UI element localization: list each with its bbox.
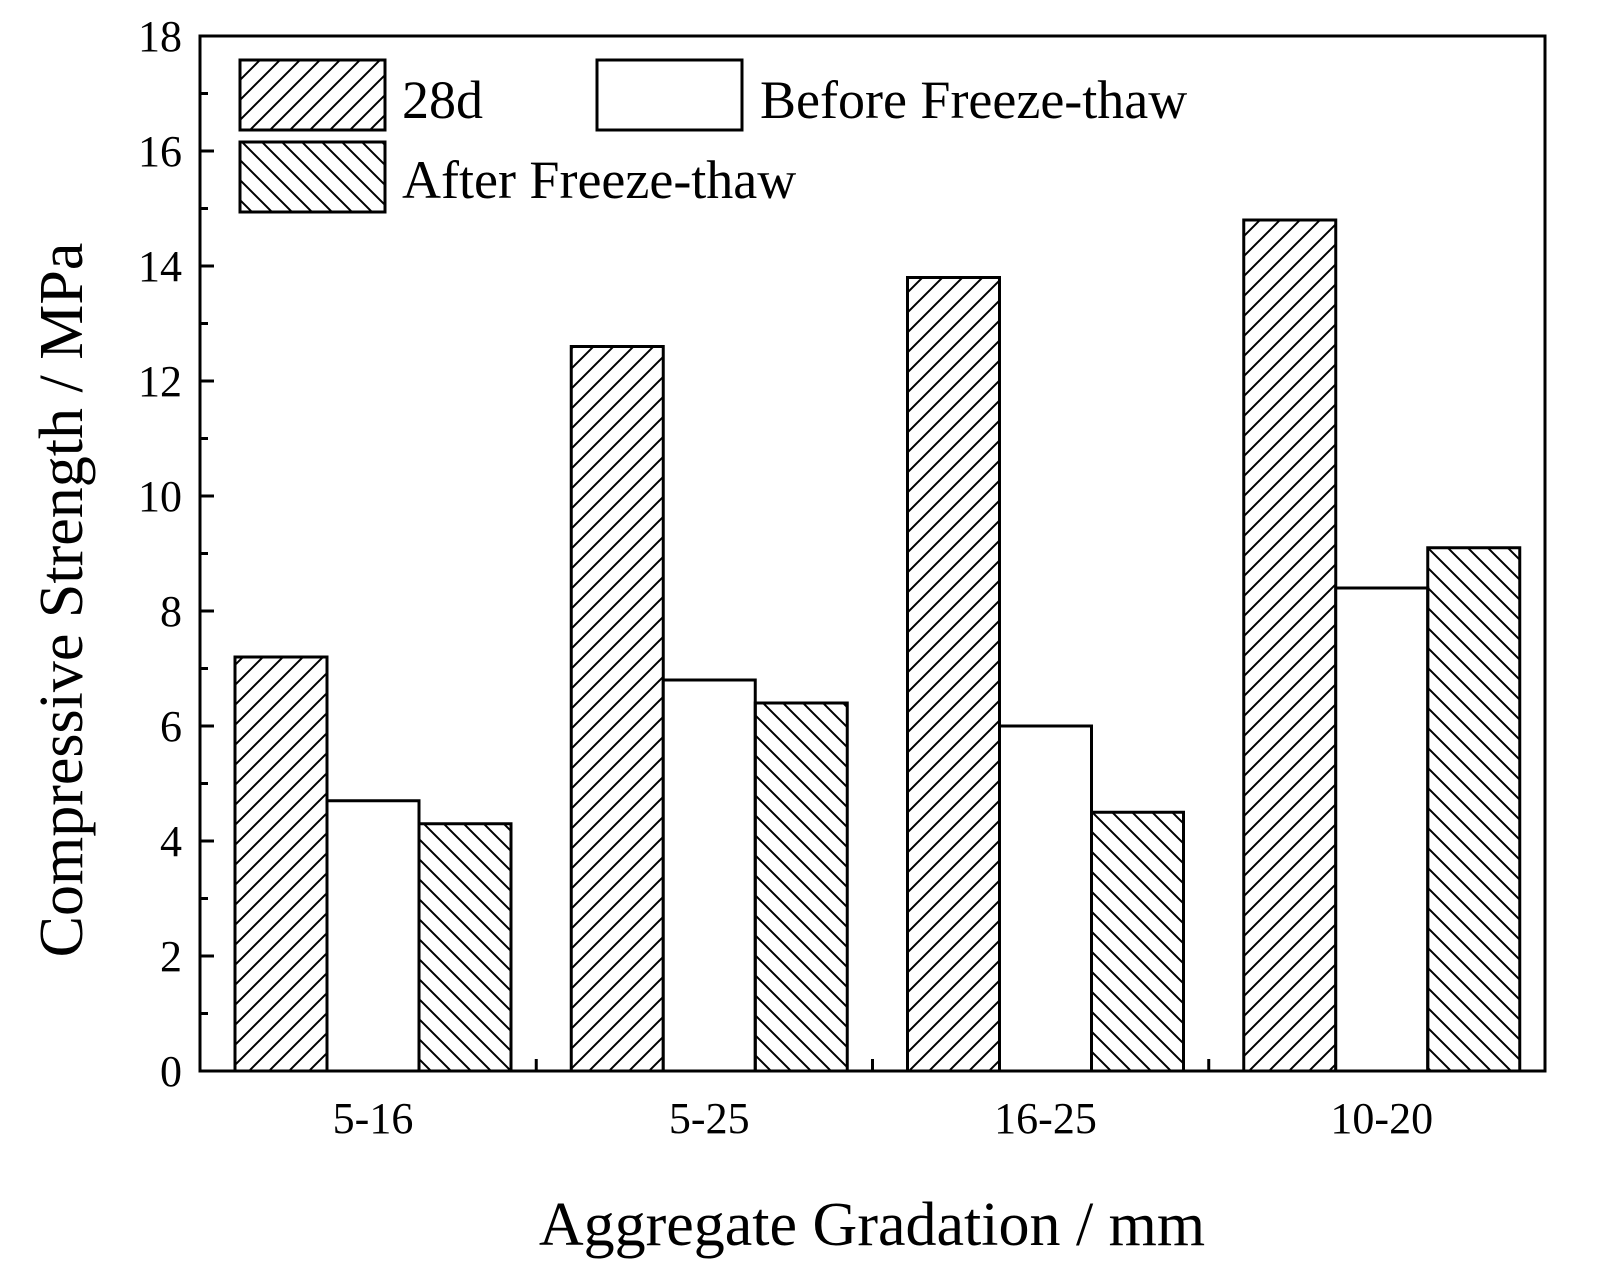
bar-after-freeze-thaw-16-25 xyxy=(1090,810,1185,1073)
x-tick-label-10-20: 10-20 xyxy=(1330,1094,1433,1143)
bar-after-freeze-thaw-5-16 xyxy=(417,822,513,1073)
x-tick-label-16-25: 16-25 xyxy=(994,1094,1097,1143)
y-tick-label: 0 xyxy=(160,1047,182,1096)
ticks-layer xyxy=(200,34,1211,1073)
bar-before-freeze-thaw-16-25 xyxy=(998,724,1093,1073)
y-tick-label: 8 xyxy=(160,587,182,636)
x-axis-title: Aggregate Gradation / mm xyxy=(539,1191,1205,1259)
legend-swatch-before-freeze-thaw xyxy=(595,58,744,132)
y-tick-label: 10 xyxy=(138,472,182,521)
x-axis-tick-labels: 5-16 5-25 16-25 10-20 xyxy=(333,1094,1433,1143)
legend-swatch-after-freeze-thaw xyxy=(238,140,387,214)
legend: 28d Before Freeze-thaw After Freeze-thaw xyxy=(238,58,1187,214)
y-tick-label: 14 xyxy=(138,242,182,291)
bar-28d-5-16 xyxy=(233,655,329,1073)
bar-28d-10-20 xyxy=(1242,218,1338,1073)
legend-label-before-freeze-thaw: Before Freeze-thaw xyxy=(760,70,1187,130)
bar-before-freeze-thaw-5-25 xyxy=(661,678,757,1073)
bar-28d-16-25 xyxy=(906,276,1001,1073)
bars-layer xyxy=(233,218,1522,1073)
y-tick-label: 4 xyxy=(160,817,182,866)
bar-28d-5-25 xyxy=(569,345,665,1073)
bar-after-freeze-thaw-5-25 xyxy=(753,701,849,1073)
bar-before-freeze-thaw-5-16 xyxy=(325,799,421,1073)
bar-before-freeze-thaw-10-20 xyxy=(1334,586,1430,1073)
y-axis-tick-labels: 0 2 4 6 8 10 12 14 16 18 xyxy=(138,12,182,1096)
legend-swatch-28d xyxy=(238,58,387,132)
x-tick-label-5-25: 5-25 xyxy=(669,1094,750,1143)
y-tick-label: 12 xyxy=(138,357,182,406)
y-tick-label: 16 xyxy=(138,127,182,176)
legend-label-after-freeze-thaw: After Freeze-thaw xyxy=(402,150,796,210)
bar-after-freeze-thaw-10-20 xyxy=(1426,546,1522,1073)
y-axis-title: Compressive Strength / MPa xyxy=(28,243,96,958)
y-tick-label: 18 xyxy=(138,12,182,61)
legend-label-28d: 28d xyxy=(402,70,483,130)
y-tick-label: 2 xyxy=(160,932,182,981)
y-tick-label: 6 xyxy=(160,702,182,751)
x-tick-label-5-16: 5-16 xyxy=(333,1094,414,1143)
